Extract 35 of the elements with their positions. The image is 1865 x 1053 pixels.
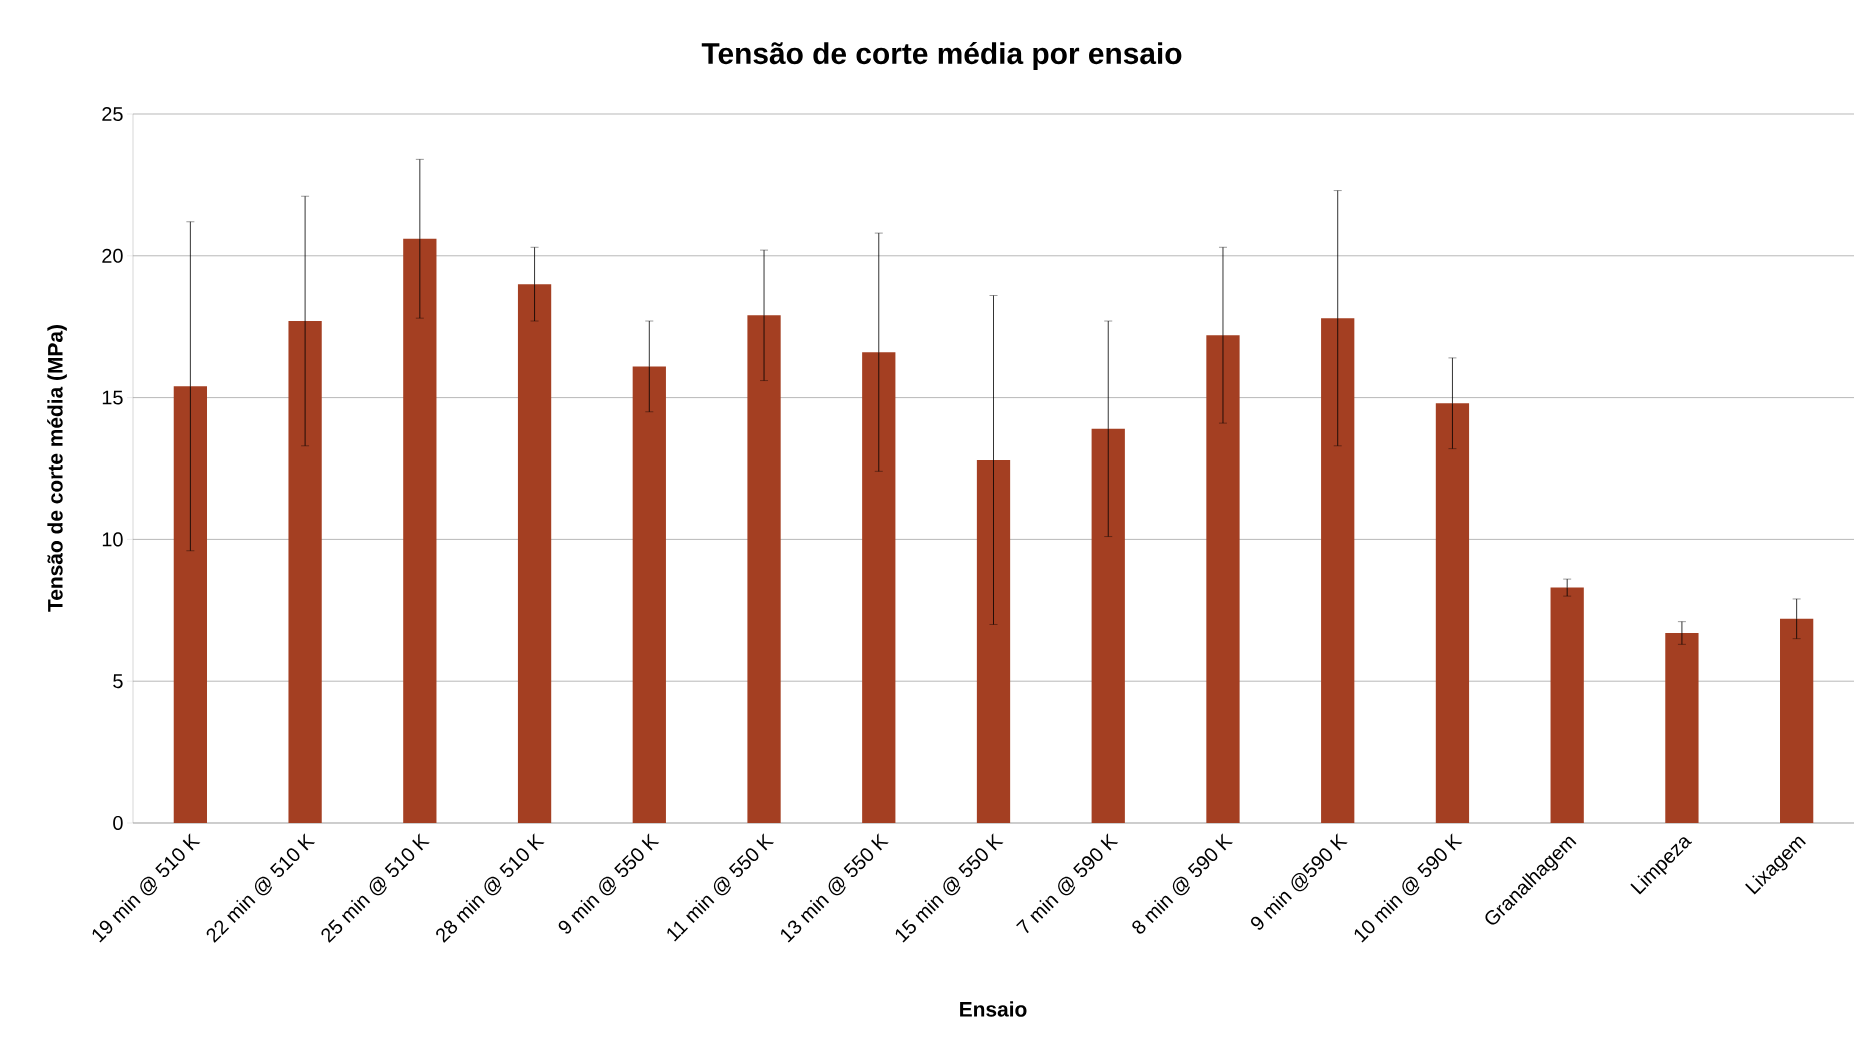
x-tick-label: 22 min @ 510 K	[206, 833, 316, 943]
bar	[632, 366, 666, 823]
bar	[1206, 335, 1240, 823]
bar	[976, 459, 1011, 823]
x-tick-label: 8 min @ 590 K	[1132, 833, 1233, 934]
chart-title: Tensão de corte média por ensaio	[701, 41, 1182, 71]
x-tick-label: 7 min @ 590 K	[1016, 833, 1119, 934]
y-axis-title: Tensão de corte média (MPa)	[47, 325, 67, 612]
x-tick-label: 9 min @ 550 K	[558, 833, 660, 934]
bar	[517, 284, 552, 823]
x-tick-label: 15 min @ 550 K	[895, 833, 1004, 943]
bar	[1550, 587, 1584, 823]
y-tick-label: 25	[102, 106, 123, 122]
y-tick-label: 5	[113, 674, 123, 689]
bar	[1780, 618, 1814, 823]
y-tick-label: 15	[102, 390, 123, 405]
x-tick-label: 10 min @ 590 K	[1354, 833, 1463, 943]
x-tick-label: 11 min @ 550 K	[667, 833, 775, 942]
bar	[288, 321, 322, 823]
bar	[1091, 428, 1125, 823]
y-tick-label: 20	[102, 248, 123, 263]
y-tick-label: 10	[102, 532, 123, 547]
x-axis-title: Ensaio	[960, 1001, 1027, 1017]
bar	[862, 352, 896, 823]
x-tick-label: 13 min @ 550 K	[780, 833, 889, 943]
bar	[1665, 632, 1699, 823]
bar	[403, 238, 437, 823]
y-tick-label: 0	[113, 815, 123, 831]
bar	[1435, 403, 1470, 823]
x-tick-label: 25 min @ 510 K	[321, 833, 430, 943]
bar	[173, 386, 207, 823]
x-tick-label: 19 min @ 510 K	[92, 833, 201, 943]
x-tick-label: 28 min @ 510 K	[436, 833, 545, 943]
bar	[1321, 318, 1355, 823]
bar	[747, 315, 781, 823]
